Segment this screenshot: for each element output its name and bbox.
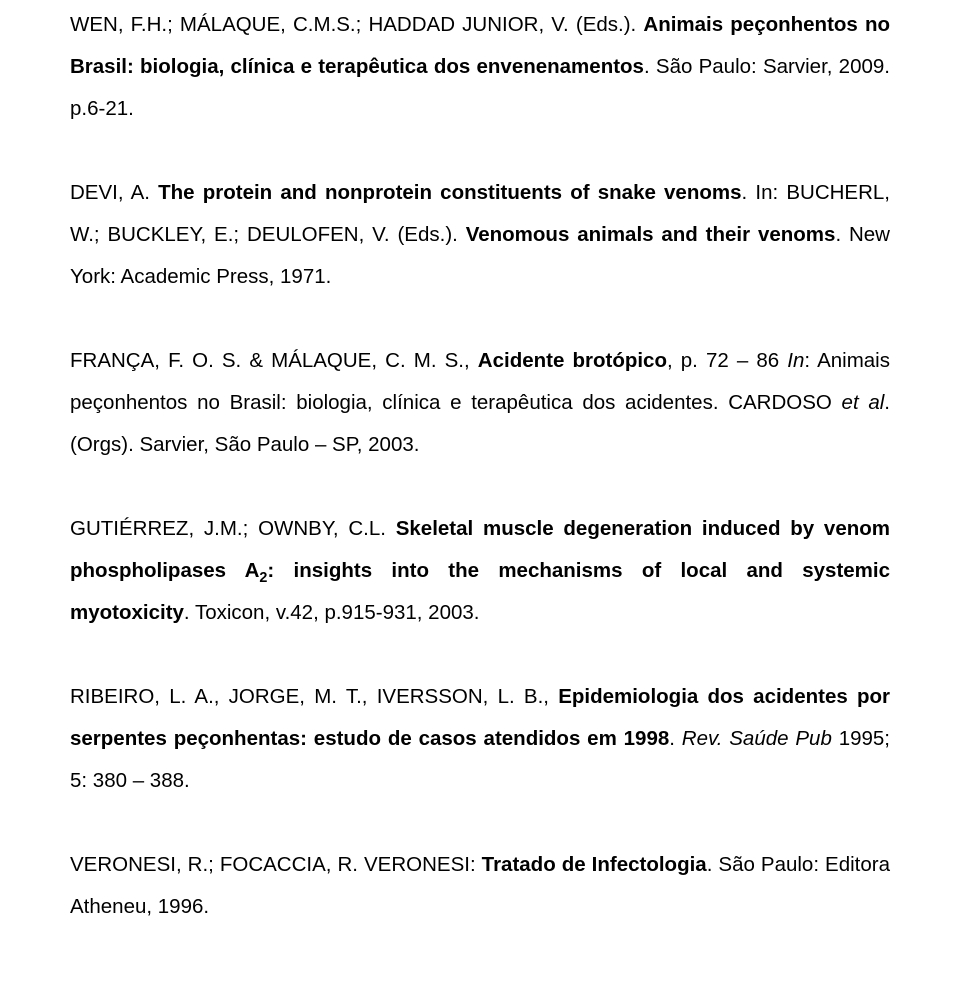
reference-text: Rev. Saúde Pub [682, 727, 832, 750]
reference-item: DEVI, A. The protein and nonprotein cons… [70, 172, 890, 298]
reference-text: The protein and nonprotein constituents … [158, 181, 741, 204]
reference-text: Venomous animals and their venoms [466, 223, 836, 246]
reference-text: VERONESI, R.; FOCACCIA, R. VERONESI: [70, 853, 482, 876]
reference-text: Acidente brotópico [478, 349, 667, 372]
reference-text: FRANÇA, F. O. S. & MÁLAQUE, C. M. S., [70, 349, 478, 372]
reference-text: In [787, 349, 804, 372]
reference-text: . [669, 727, 682, 750]
reference-item: VERONESI, R.; FOCACCIA, R. VERONESI: Tra… [70, 844, 890, 928]
reference-text: RIBEIRO, L. A., JORGE, M. T., IVERSSON, … [70, 685, 558, 708]
reference-text: , p. 72 – 86 [667, 349, 787, 372]
reference-text: Tratado de Infectologia [482, 853, 707, 876]
reference-text: WEN, F.H.; MÁLAQUE, C.M.S.; HADDAD JUNIO… [70, 13, 643, 36]
reference-text: et al [842, 391, 885, 414]
references-list: WEN, F.H.; MÁLAQUE, C.M.S.; HADDAD JUNIO… [70, 4, 890, 928]
reference-item: WEN, F.H.; MÁLAQUE, C.M.S.; HADDAD JUNIO… [70, 4, 890, 130]
reference-text: . Toxicon, v.42, p.915-931, 2003. [184, 601, 480, 624]
reference-item: RIBEIRO, L. A., JORGE, M. T., IVERSSON, … [70, 676, 890, 802]
reference-text: DEVI, A. [70, 181, 158, 204]
reference-item: GUTIÉRREZ, J.M.; OWNBY, C.L. Skeletal mu… [70, 508, 890, 634]
reference-item: FRANÇA, F. O. S. & MÁLAQUE, C. M. S., Ac… [70, 340, 890, 466]
reference-text: GUTIÉRREZ, J.M.; OWNBY, C.L. [70, 517, 396, 540]
